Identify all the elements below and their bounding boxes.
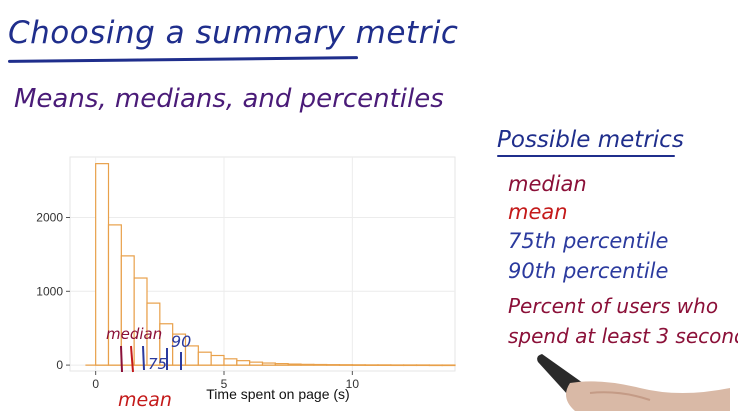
- median-annotation: median: [106, 325, 162, 343]
- histogram-chart: 0 1000 2000 0 5 10 Time spent on page (s) me…: [36, 156, 456, 411]
- y-tick-label: 0: [56, 358, 63, 372]
- histogram-bar: [120, 255, 135, 366]
- p90-annotation: 90: [171, 332, 191, 351]
- y-axis-ticks: 0 1000 2000: [36, 211, 70, 372]
- histogram-bar: [236, 360, 251, 366]
- histogram-bar: [197, 351, 212, 366]
- metrics-underline: [497, 155, 675, 157]
- metric-mean: mean: [508, 200, 568, 224]
- metric-percent-users-line1: Percent of users who: [508, 294, 719, 318]
- metric-75th-percentile: 75th percentile: [508, 229, 669, 253]
- mean-annotation: mean: [118, 389, 172, 411]
- x-axis-label: Time spent on page (s): [206, 386, 349, 402]
- x-tick-label: 5: [221, 377, 228, 391]
- histogram-bar: [133, 277, 148, 366]
- median-marker: [120, 345, 123, 373]
- metric-median: median: [508, 172, 587, 196]
- mean-marker: [130, 345, 134, 373]
- page-subtitle: Means, medians, and percentiles: [14, 84, 444, 114]
- y-tick-label: 1000: [36, 284, 63, 298]
- histogram-bar: [210, 354, 225, 366]
- hand-with-marker: [537, 354, 730, 411]
- page-title: Choosing a summary metric: [8, 15, 459, 51]
- y-tick-label: 2000: [36, 211, 63, 225]
- metric-90th-percentile: 90th percentile: [508, 259, 669, 283]
- histogram-bar: [223, 358, 238, 366]
- histogram-bar: [107, 224, 122, 366]
- x-axis-ticks: 0 5 10: [92, 371, 359, 391]
- metrics-heading: Possible metrics: [497, 127, 684, 153]
- metric-percent-users-line2: spend at least 3 second: [508, 324, 738, 348]
- histogram-bar: [441, 364, 456, 367]
- p75-annotation: 75: [148, 355, 167, 373]
- histogram-bars: [85, 163, 456, 367]
- title-underline: [7, 56, 359, 63]
- p75-marker: [142, 345, 145, 371]
- x-tick-label: 10: [346, 377, 360, 391]
- x-tick-label: 0: [92, 377, 99, 391]
